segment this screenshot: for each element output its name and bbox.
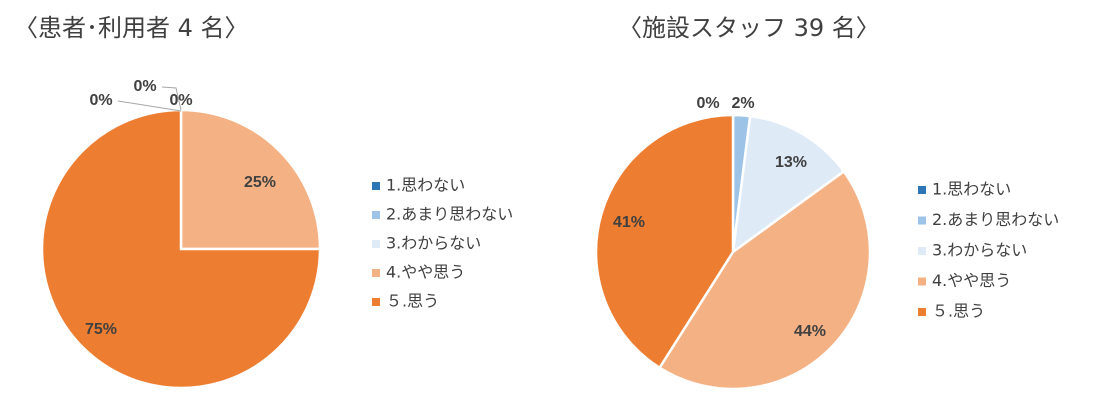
- pie-slice-3: [731, 114, 846, 255]
- data-label-2: 0%: [133, 78, 156, 95]
- legend-swatch-3: [918, 247, 926, 255]
- pie-chart-patients: 0% 0% 0% 25% 75% 1.思わない 2.あまり思わない 3.わからない 4.やや思う…: [40, 78, 513, 390]
- legend-label-3: 3.わからない: [932, 241, 1027, 260]
- legend-label-4: 4.やや思う: [386, 263, 465, 282]
- chart-title-patients: 〈患者･利用者 4 名〉: [14, 14, 249, 42]
- pie-chart-staff: 0% 2% 13% 44% 41% 1.思わない 2.あまり思わない 3.わからない 4.やや思…: [594, 95, 1059, 391]
- legend-swatch-3: [372, 240, 380, 248]
- legend-label-2: 2.あまり思わない: [386, 205, 513, 224]
- legend-label-5: ５.思う: [932, 302, 985, 321]
- data-label-2: 2%: [731, 95, 754, 112]
- legend-label-3: 3.わからない: [386, 234, 481, 253]
- data-label-5: 41%: [613, 214, 645, 231]
- chart-title-staff: 〈施設スタッフ 39 名〉: [618, 14, 880, 42]
- data-label-1: 0%: [89, 92, 112, 109]
- legend-swatch-2: [372, 211, 380, 219]
- data-label-3: 13%: [775, 154, 807, 171]
- pie-slice-4: [179, 108, 322, 251]
- legend-label-5: ５.思う: [386, 292, 439, 311]
- pie-slice-5: [594, 113, 735, 370]
- legend: 1.思わない 2.あまり思わない 3.わからない 4.やや思う ５.思う: [918, 180, 1059, 321]
- legend-swatch-5: [372, 298, 380, 306]
- leader-line: [161, 86, 182, 111]
- legend-label-1: 1.思わない: [932, 180, 1011, 199]
- data-label-4: 44%: [794, 323, 826, 340]
- pie-slice-5: [40, 108, 322, 390]
- legend-swatch-4: [918, 277, 926, 286]
- legend-label-2: 2.あまり思わない: [932, 210, 1059, 229]
- legend-swatch-4: [372, 269, 380, 277]
- legend-label-4: 4.やや思う: [932, 271, 1011, 290]
- leader-line: [117, 100, 182, 112]
- data-label-3: 0%: [169, 92, 192, 109]
- legend-swatch-1: [372, 182, 380, 190]
- legend-label-1: 1.思わない: [386, 176, 465, 195]
- legend-swatch-5: [918, 308, 926, 316]
- data-label-4: 25%: [244, 174, 276, 191]
- data-label-5: 75%: [85, 321, 117, 338]
- legend-swatch-2: [918, 216, 926, 225]
- legend-swatch-1: [918, 186, 926, 194]
- pie-slice-4: [657, 169, 872, 391]
- legend: 1.思わない 2.あまり思わない 3.わからない 4.やや思う ５.思う: [372, 176, 513, 311]
- data-label-1: 0%: [696, 95, 719, 112]
